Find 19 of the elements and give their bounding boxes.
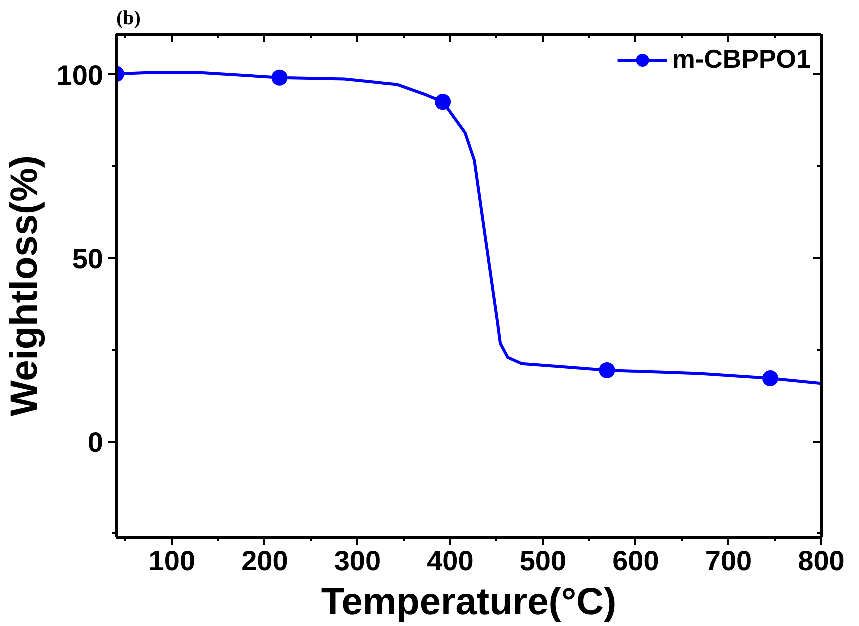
point [762, 370, 778, 387]
x-tick-label: 300 [334, 546, 382, 576]
point [272, 70, 288, 86]
x-tick-label: 100 [148, 546, 196, 576]
legend-label: m-CBPPO1 [672, 44, 811, 75]
y-axis-title: Weightloss(%) [4, 155, 46, 417]
point [599, 362, 616, 378]
x-tick-label: 600 [612, 546, 660, 576]
y-tick-label: 100 [56, 60, 104, 91]
x-tick-label: 500 [520, 546, 567, 576]
y-tick-label: 0 [88, 427, 104, 458]
chart-title: (b) [116, 8, 141, 30]
x-tick-label: 200 [242, 546, 288, 576]
point [435, 94, 452, 110]
x-axis-title: Temperature(°C) [321, 582, 617, 624]
y-tick-label: 50 [72, 243, 104, 274]
x-tick-label: 800 [798, 546, 845, 576]
x-tick-label: 700 [705, 546, 752, 576]
x-tick-label: 400 [427, 546, 474, 576]
